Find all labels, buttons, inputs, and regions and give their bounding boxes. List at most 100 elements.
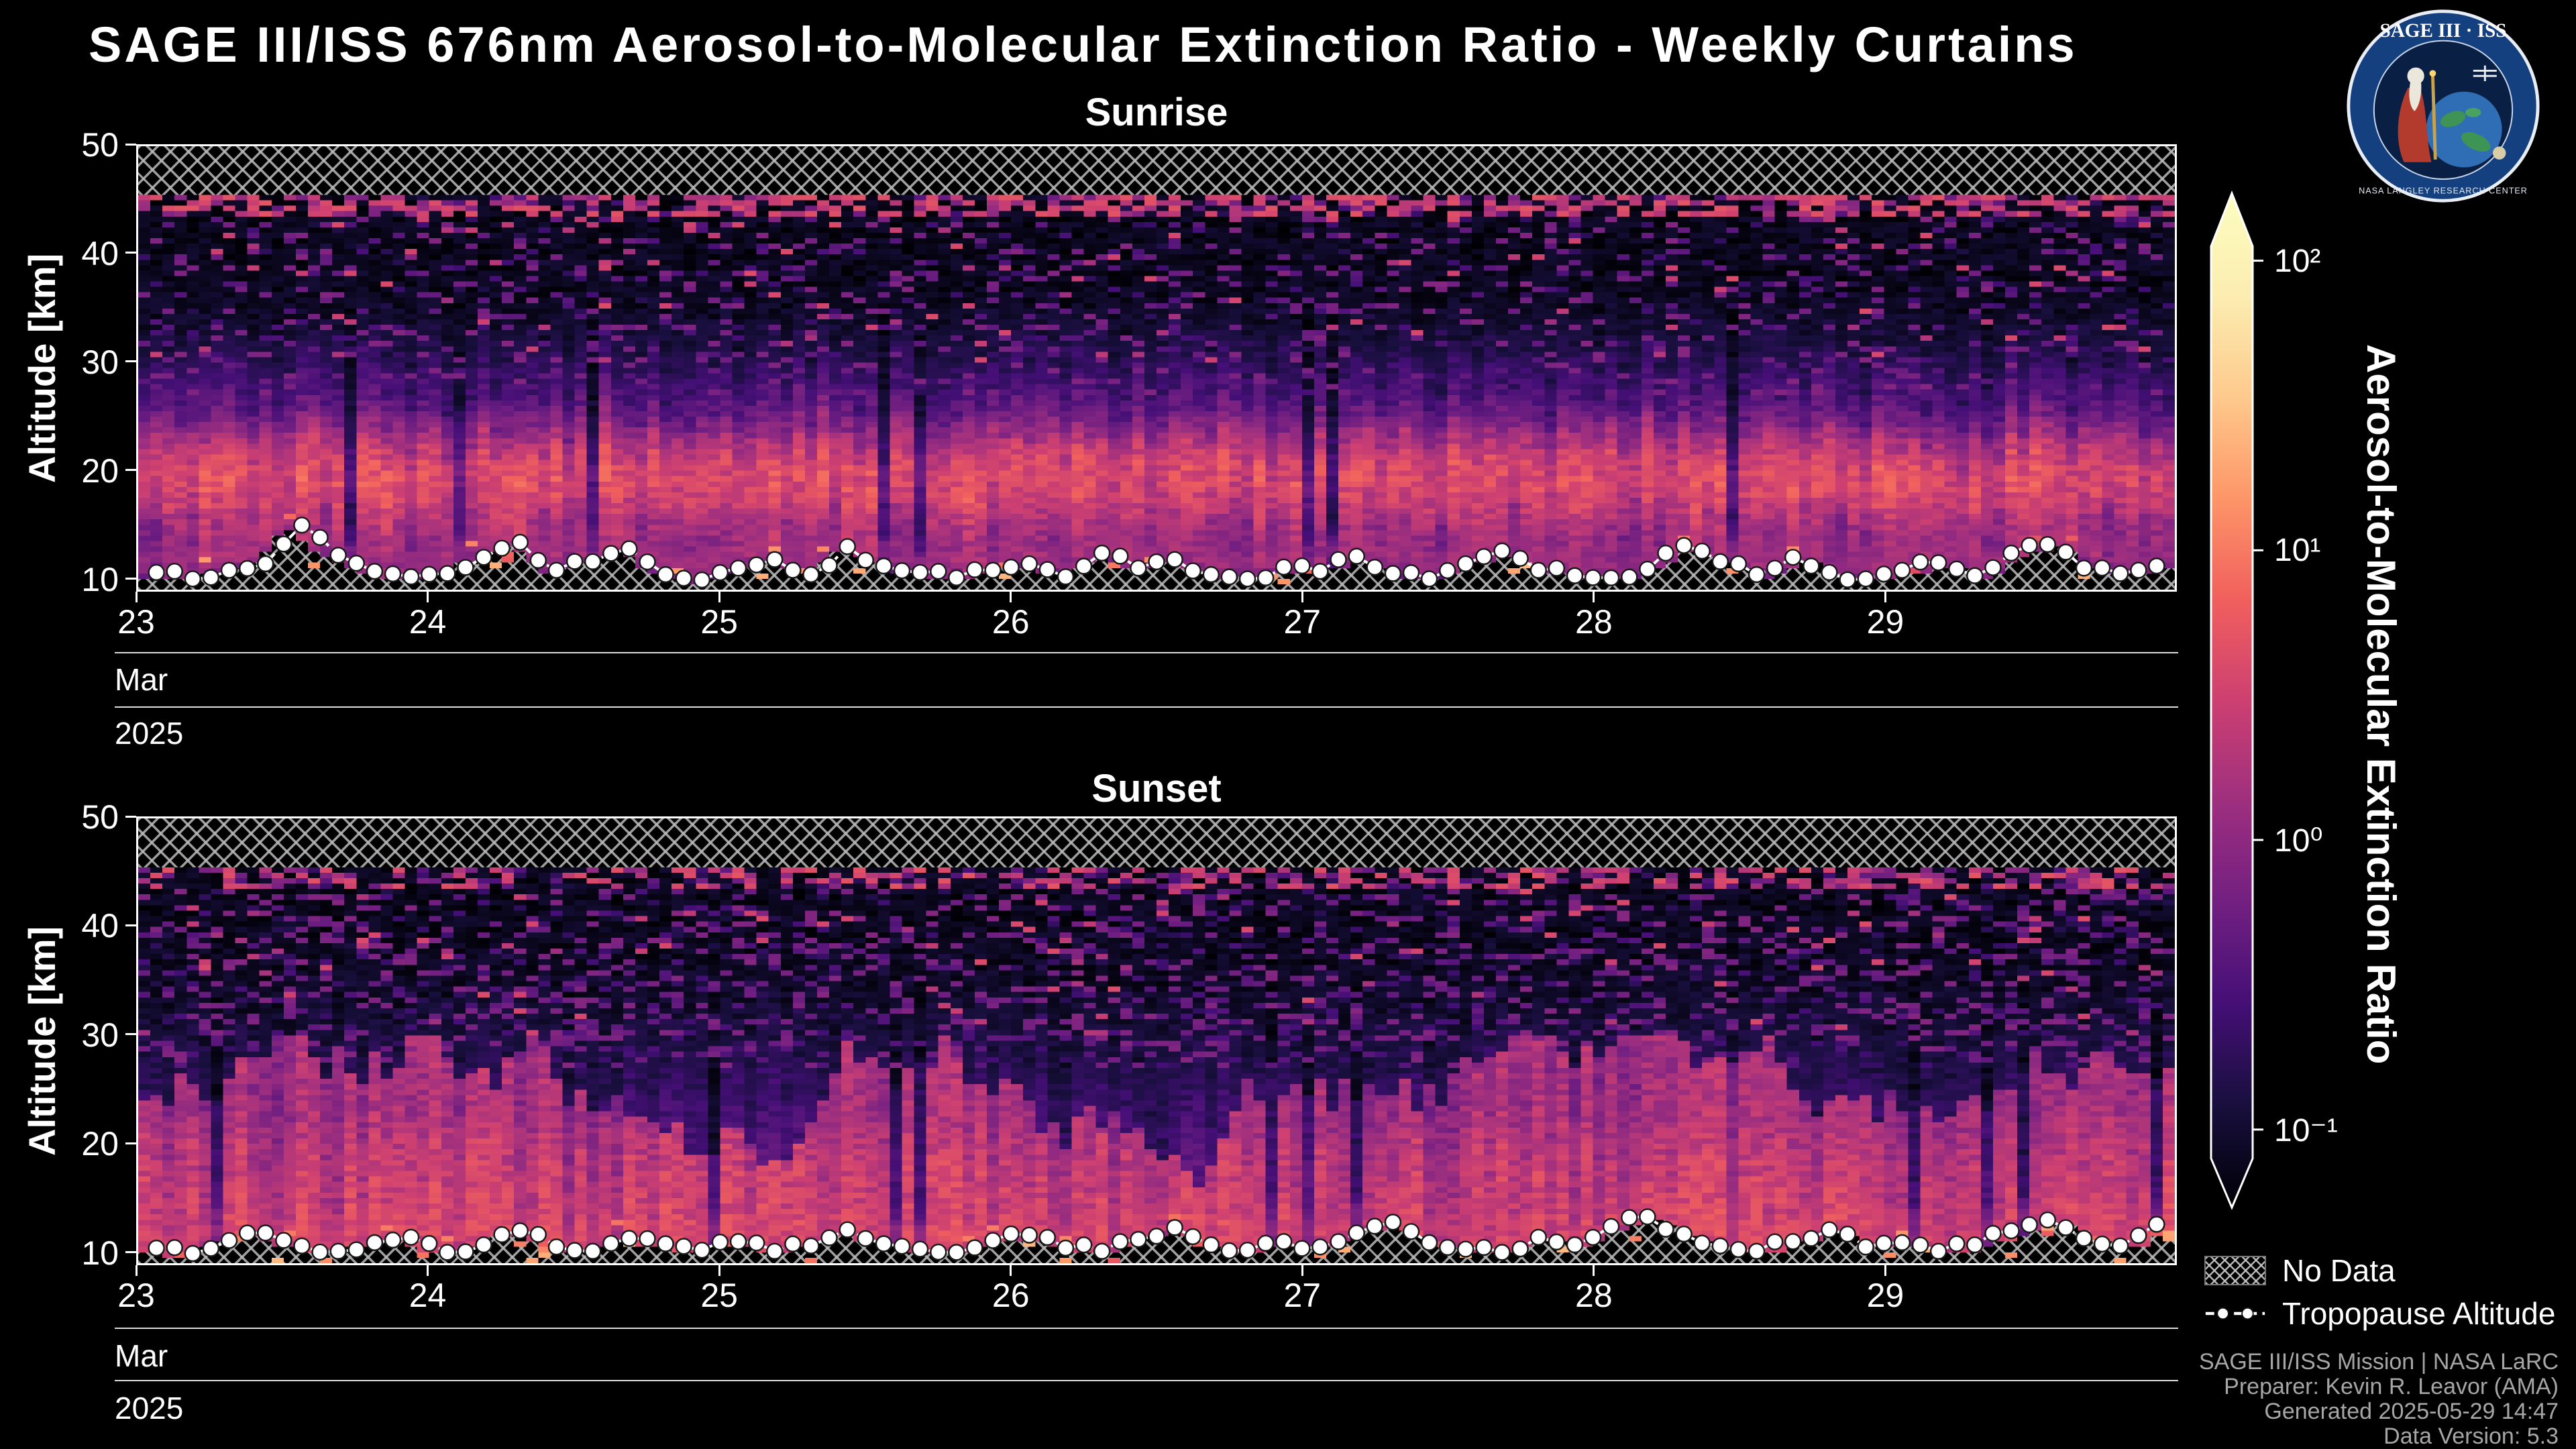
- tropopause-dot: [621, 1230, 638, 1247]
- tropopause-dot: [584, 553, 602, 570]
- tropopause-dot: [1020, 555, 1038, 573]
- x-tick-label: 28: [1575, 1277, 1613, 1314]
- tropopause-dot: [948, 1244, 965, 1261]
- tropopause-dot: [1657, 544, 1674, 562]
- y-tick-mark: [125, 360, 136, 363]
- tropopause-dot: [1584, 569, 1602, 586]
- legend-item-tropopause: Tropopause Altitude: [2204, 1296, 2555, 1331]
- tropopause-dot: [2021, 1216, 2038, 1234]
- tropopause-dot: [329, 1242, 347, 1260]
- tropopause-dot: [984, 561, 1002, 579]
- tropopause-dot: [1330, 1233, 1347, 1250]
- tropopause-dot: [766, 551, 784, 568]
- tropopause-dot: [1602, 569, 1620, 586]
- tropopause-dot: [602, 545, 620, 562]
- x-tick-label: 27: [1283, 603, 1322, 641]
- x-tick-label: 27: [1283, 1277, 1322, 1314]
- tropopause-dot: [766, 1242, 784, 1260]
- tropopause-dot: [784, 561, 802, 579]
- x-tick-mark: [1884, 592, 1886, 602]
- tropopause-dot: [329, 547, 347, 564]
- tropopause-dot: [1602, 1218, 1620, 1235]
- tropopause-dot: [1966, 567, 1984, 584]
- tropopause-dot: [1112, 547, 1129, 565]
- colorbar-tick-label: 10²: [2274, 243, 2321, 279]
- tropopause-line-icon: [2205, 1307, 2265, 1320]
- tropopause-dot: [293, 517, 311, 534]
- colorbar: [2210, 190, 2263, 1210]
- tropopause-dot: [1402, 1223, 1420, 1240]
- tropopause-dot: [1330, 551, 1347, 568]
- tropopause-dot: [1202, 566, 1220, 584]
- tropopause-dot: [1348, 547, 1365, 565]
- tropopause-dot: [566, 553, 584, 570]
- no-data-swatch-icon: [2204, 1256, 2266, 1285]
- tropopause-dot: [911, 1240, 929, 1258]
- y-axis-label-sunrise: Altitude [km]: [21, 253, 63, 483]
- tropopause-dot: [875, 1235, 893, 1252]
- tropopause-dot: [675, 570, 692, 587]
- tropopause-dot: [1821, 564, 1838, 581]
- tropopause-dot: [1729, 1240, 1748, 1258]
- x-tick-mark: [427, 592, 429, 602]
- y-tick-mark: [125, 924, 136, 926]
- tropopause-dot: [1130, 559, 1147, 577]
- legend-item-no-data: No Data: [2204, 1253, 2396, 1288]
- tropopause-dot: [311, 529, 329, 546]
- attribution-line: Generated 2025-05-29 14:47: [2264, 1399, 2559, 1424]
- tropopause-dot: [1038, 561, 1057, 578]
- tropopause-dot: [984, 1232, 1002, 1249]
- tropopause-dot: [257, 555, 274, 573]
- tropopause-dot: [166, 563, 183, 580]
- date-axis-line: [115, 1328, 2178, 1329]
- tropopause-dot: [257, 1224, 274, 1242]
- tropopause-dot: [1911, 553, 1929, 571]
- tropopause-dot: [402, 1228, 420, 1246]
- tropopause-dot: [202, 1240, 220, 1257]
- tropopause-dot: [2075, 1230, 2093, 1247]
- tropopause-dot: [529, 551, 547, 570]
- tropopause-dot: [2093, 559, 2111, 577]
- tropopause-dot: [1929, 1242, 1947, 1260]
- tropopause-dot: [238, 1224, 256, 1242]
- year-label-sunset: 2025: [115, 1391, 184, 1426]
- x-tick-label: 25: [700, 603, 738, 641]
- x-tick-label: 28: [1575, 603, 1613, 641]
- tropopause-dot: [439, 565, 456, 582]
- tropopause-dot: [2130, 1227, 2147, 1244]
- tropopause-dot: [2021, 537, 2038, 554]
- tropopause-dot: [1238, 570, 1256, 588]
- tropopause-dot: [2057, 1219, 2075, 1236]
- tropopause-dot: [1529, 561, 1547, 579]
- tropopause-dot: [1184, 562, 1201, 580]
- tropopause-dot: [693, 571, 711, 589]
- tropopause-dot: [2002, 1222, 2020, 1240]
- month-label-sunrise: Mar: [115, 662, 168, 697]
- tropopause-dot: [1366, 1218, 1383, 1235]
- tropopause-dot: [1256, 1234, 1275, 1252]
- tropopause-overlay-sunset: [148, 1208, 2165, 1263]
- legend-label-no-data: No Data: [2282, 1253, 2396, 1288]
- x-tick-label: 29: [1866, 603, 1904, 641]
- y-tick-mark: [125, 578, 136, 580]
- tropopause-dot: [1093, 1242, 1111, 1260]
- x-tick-mark: [427, 1265, 429, 1276]
- tropopause-dot: [2111, 1237, 2129, 1254]
- tropopause-dot: [1766, 559, 1784, 577]
- tropopause-dot: [1493, 1244, 1511, 1261]
- tropopause-dot: [2039, 535, 2056, 553]
- y-tick-mark: [125, 1033, 136, 1036]
- tropopause-dot: [1548, 1233, 1566, 1251]
- y-tick-mark: [125, 1142, 136, 1144]
- tropopause-dot: [2148, 557, 2165, 575]
- tropopause-dot: [966, 561, 983, 578]
- tropopause-dot: [439, 1244, 456, 1261]
- x-tick-mark: [1010, 1265, 1012, 1276]
- tropopause-dot: [621, 540, 638, 557]
- colorbar-label: Aerosol-to-Molecular Extinction Ratio: [2359, 344, 2404, 1065]
- tropopause-dot: [1457, 1240, 1474, 1258]
- tropopause-dot: [1130, 1230, 1147, 1248]
- tropopause-dot: [893, 562, 911, 580]
- x-tick-mark: [1884, 1265, 1886, 1276]
- tropopause-dot: [820, 557, 838, 574]
